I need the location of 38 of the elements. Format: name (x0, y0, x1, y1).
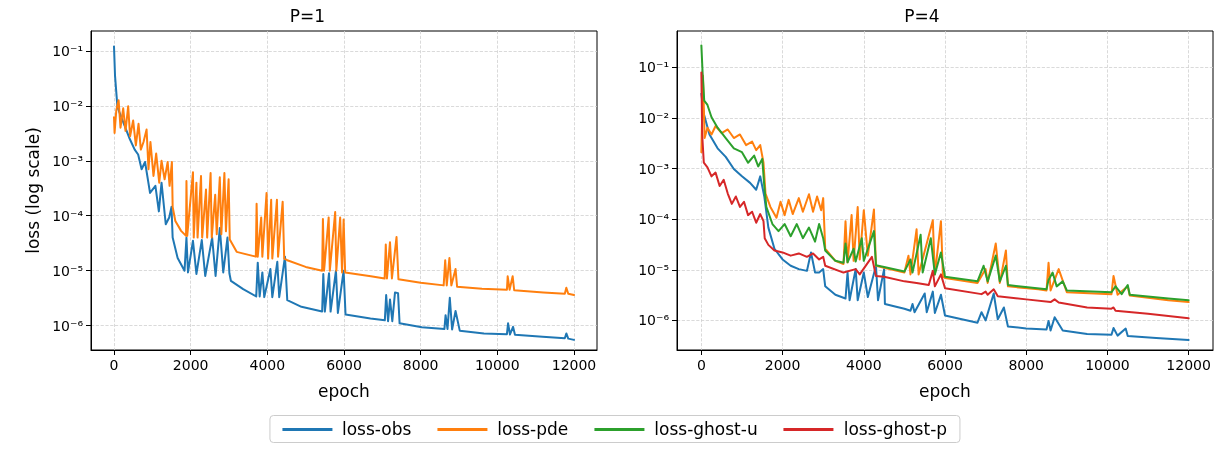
x-tick-label: 6000 (326, 357, 362, 373)
y-tick-label: 10⁻² (638, 109, 669, 126)
y-tick-label: 10⁻⁴ (638, 211, 670, 228)
y-axis-title: loss (log scale) (22, 127, 43, 254)
y-tick-label: 10⁻⁴ (52, 207, 84, 224)
x-tick-label: 10000 (1085, 357, 1130, 373)
x-tick-label: 8000 (402, 357, 439, 373)
x-tick-label: 6000 (927, 357, 963, 373)
line-series (700, 92, 1190, 341)
chart-title: P=1 (289, 5, 326, 26)
x-tick-label: 2000 (764, 357, 801, 373)
y-tick-label: 10⁻¹ (52, 42, 83, 59)
y-tick-label: 10⁻² (52, 97, 83, 114)
x-tick-label: 4000 (845, 357, 882, 373)
x-axis-title: epoch (919, 380, 971, 401)
x-tick-label: 2000 (172, 357, 209, 373)
y-tick-label: 10⁻⁵ (638, 261, 669, 278)
legend-label: loss-ghost-u (654, 419, 758, 439)
x-tick-label: 4000 (249, 357, 286, 373)
y-tick-label: 10⁻³ (638, 160, 669, 177)
y-tick-label: 10⁻³ (52, 152, 83, 169)
line-series (113, 45, 575, 341)
x-tick-label: 12000 (551, 357, 597, 373)
x-tick-label: 10000 (475, 357, 520, 373)
legend-label: loss-obs (341, 419, 412, 439)
y-tick-label: 10⁻⁶ (52, 317, 84, 334)
y-tick-label: 10⁻⁶ (638, 312, 670, 329)
x-axis-title: epoch (318, 380, 370, 401)
x-tick-label: 0 (109, 357, 119, 373)
legend-label: loss-pde (497, 419, 569, 439)
chart-title: P=4 (904, 5, 940, 26)
y-tick-label: 10⁻¹ (638, 59, 669, 76)
x-tick-label: 8000 (1008, 357, 1045, 373)
x-tick-label: 12000 (1166, 357, 1211, 373)
x-tick-label: 0 (696, 357, 706, 373)
legend-label: loss-ghost-p (843, 419, 948, 439)
y-tick-label: 10⁻⁵ (52, 262, 83, 279)
line-series (113, 99, 575, 297)
